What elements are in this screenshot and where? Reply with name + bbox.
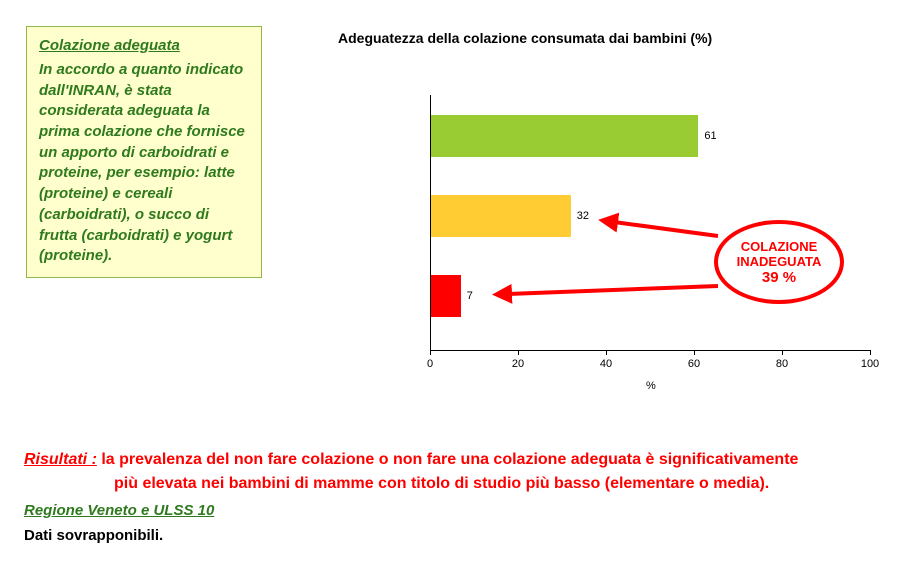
risultati-label: Risultati : [24,451,97,468]
arrow [614,222,718,236]
callout-arrows [0,0,912,420]
results-block: Risultati : la prevalenza del non fare c… [24,448,888,496]
region-label: Regione Veneto e ULSS 10 [24,502,214,519]
risultati-text-2: più elevata nei bambini di mamme con tit… [114,472,888,496]
dati-label: Dati sovrapponibili. [24,527,163,544]
arrow [508,286,718,294]
risultati-text-1: la prevalenza del non fare colazione o n… [97,451,799,468]
